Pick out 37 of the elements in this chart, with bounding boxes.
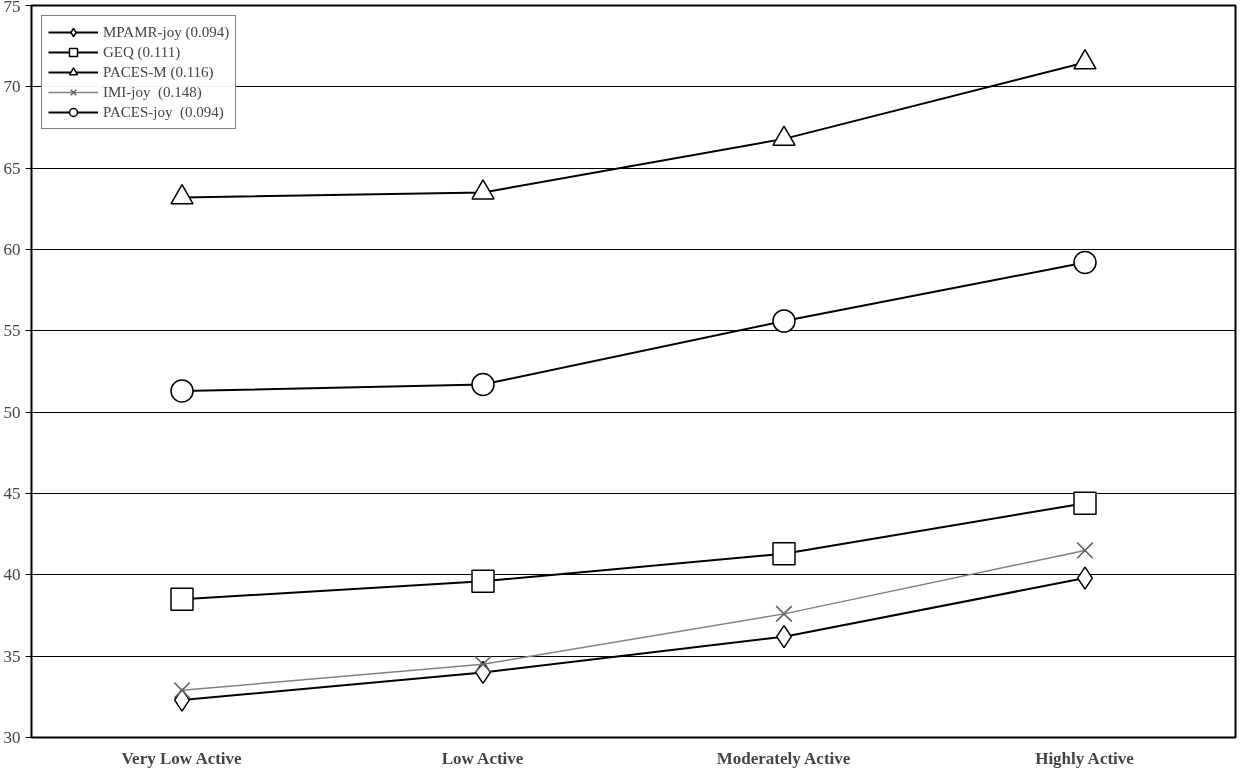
point (772, 309, 796, 333)
point (173, 681, 191, 699)
legend-label: PACES-M (0.116) (103, 63, 214, 81)
point (775, 624, 793, 649)
point (1073, 250, 1097, 275)
point (775, 605, 793, 623)
legend-label: GEQ (0.111) (103, 43, 181, 61)
y-tick-label: 35 (3, 646, 21, 666)
point (772, 541, 796, 566)
point (1076, 541, 1094, 559)
point (471, 372, 495, 397)
y-tick-label: 50 (3, 402, 21, 422)
legend-label: IMI-joy (0.148) (103, 83, 202, 101)
point (471, 179, 495, 200)
point (1073, 48, 1097, 70)
point (170, 183, 194, 205)
y-tick-label: 40 (3, 565, 21, 585)
y-tick-label: 55 (3, 321, 21, 341)
x-tick-label: Low Active (441, 748, 524, 768)
x-tick-label: Very Low Active (121, 748, 243, 768)
point (471, 569, 495, 594)
legend-label: MPAMR-joy (0.094) (103, 23, 230, 41)
point (474, 655, 492, 673)
point (1076, 566, 1094, 590)
legend-label: PACES-joy (0.094) (103, 103, 224, 121)
point (170, 587, 194, 611)
y-tick-label: 30 (3, 728, 21, 747)
y-tick-label: 70 (3, 77, 21, 97)
x-tick-label: Moderately Active (716, 748, 851, 768)
y-tick-label: 75 (3, 0, 21, 16)
y-tick-label: 60 (3, 240, 21, 259)
y-tick-label: 65 (3, 158, 21, 178)
x-tick-label: Highly Active (1035, 748, 1135, 768)
point (170, 379, 194, 403)
point (772, 125, 796, 146)
point (1073, 491, 1097, 516)
y-tick-label: 45 (3, 484, 21, 503)
